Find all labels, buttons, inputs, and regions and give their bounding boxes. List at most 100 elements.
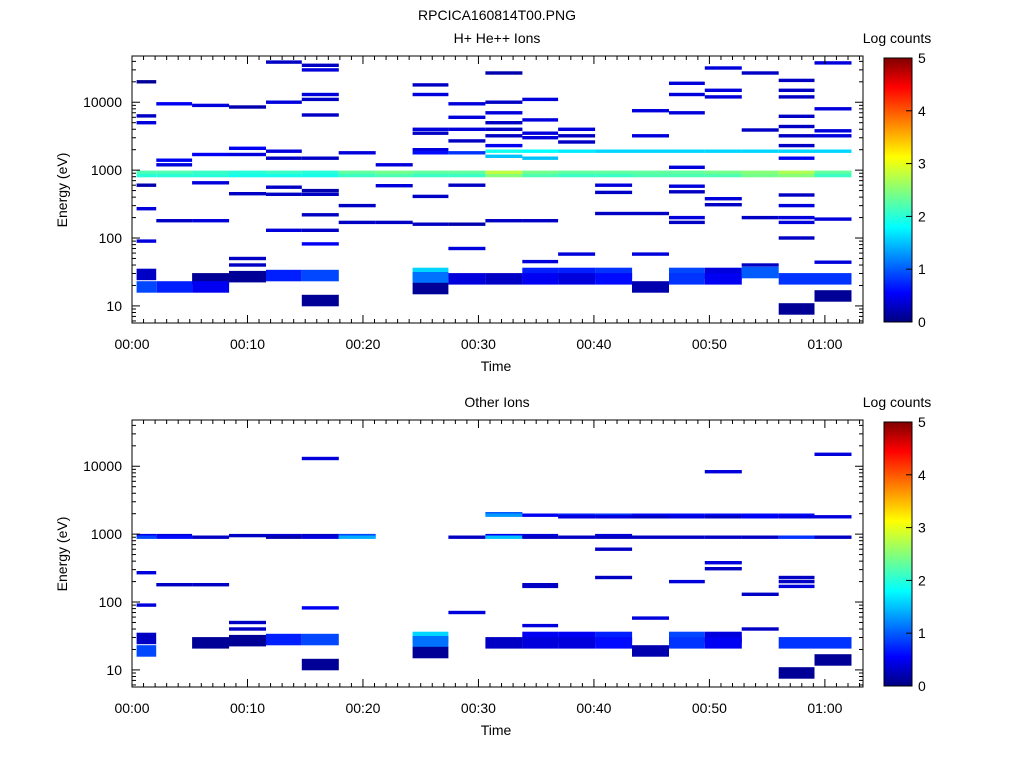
- heatmap-cell: [136, 170, 157, 174]
- heatmap-cell: [558, 637, 596, 649]
- heatmap-cell: [229, 192, 266, 196]
- heatmap-cell: [814, 654, 852, 666]
- heatmap-cell: [412, 173, 449, 178]
- heatmap-cell: [814, 260, 852, 264]
- heatmap-cell: [338, 220, 376, 225]
- heatmap-cell: [301, 535, 339, 539]
- heatmap-cell: [448, 246, 486, 251]
- heatmap-cell: [412, 92, 449, 97]
- heatmap-cell: [229, 533, 266, 538]
- heatmap-cells: [136, 452, 852, 679]
- heatmap-cell: [338, 170, 376, 174]
- x-axis-label: Time: [481, 358, 512, 374]
- heatmap-cell: [229, 627, 266, 631]
- heatmap-cell: [448, 222, 486, 226]
- panel-title: Other Ions: [464, 394, 529, 410]
- panel-title: H+ He++ Ions: [454, 30, 541, 46]
- heatmap-cell: [192, 181, 230, 185]
- x-tick-label: 00:50: [692, 336, 727, 352]
- heatmap-cell: [704, 170, 742, 174]
- x-tick-label: 00:20: [345, 336, 380, 352]
- heatmap-cell: [778, 170, 815, 174]
- heatmap-cell: [632, 211, 669, 216]
- heatmap-cell: [412, 636, 449, 648]
- heatmap-cell: [375, 163, 413, 167]
- heatmap-cell: [778, 273, 815, 285]
- heatmap-cell: [156, 163, 193, 167]
- heatmap-cell: [814, 217, 852, 221]
- heatmap-cell: [338, 203, 376, 208]
- x-tick-label: 00:30: [461, 700, 496, 716]
- colorbar-ticks: 0 1 2 3 4 5: [906, 50, 926, 330]
- heatmap-cell: [741, 215, 779, 220]
- heatmap-cell: [301, 658, 339, 671]
- heatmap-cell: [704, 535, 742, 539]
- heatmap-cell: [229, 620, 266, 625]
- heatmap-cell: [301, 242, 339, 246]
- heatmap-cell: [669, 579, 705, 584]
- heatmap-cell: [778, 124, 815, 129]
- heatmap-cell: [192, 583, 230, 587]
- y-axis-label: Energy (eV): [54, 517, 70, 592]
- heatmap-cell: [741, 266, 779, 279]
- heatmap-cell: [778, 149, 815, 153]
- colorbar-tick-label: 0: [918, 678, 926, 694]
- heatmap-cell: [485, 513, 523, 517]
- heatmap-cell: [412, 170, 449, 174]
- heatmap-cell: [558, 515, 596, 519]
- heatmap-cell: [136, 121, 157, 125]
- heatmap-cell: [375, 173, 413, 178]
- heatmap-cell: [192, 535, 230, 539]
- x-tick-label: 01:00: [807, 700, 842, 716]
- heatmap-cell: [558, 140, 596, 144]
- heatmap-cell: [229, 270, 266, 283]
- y-tick-label: 10: [106, 662, 122, 678]
- heatmap-cell: [136, 114, 157, 118]
- heatmap-cell: [375, 170, 413, 174]
- heatmap-cell: [778, 579, 815, 584]
- heatmap-cell: [814, 452, 852, 456]
- heatmap-cell: [338, 151, 376, 155]
- heatmap-cell: [448, 273, 486, 285]
- heatmap-cell: [632, 645, 669, 657]
- heatmap-cell: [266, 192, 302, 196]
- heatmap-cell: [136, 632, 157, 645]
- heatmap-cell: [595, 637, 633, 649]
- heatmap-cell: [485, 273, 523, 285]
- heatmap-cell: [595, 170, 633, 174]
- heatmap-cell: [814, 290, 852, 302]
- colorbar-tick-label: 2: [918, 572, 926, 588]
- colorbar: [883, 421, 913, 687]
- heatmap-cell: [669, 535, 705, 539]
- heatmap-cell: [741, 128, 779, 132]
- heatmap-cell: [632, 515, 669, 519]
- heatmap-cell: [814, 173, 852, 178]
- heatmap-cell: [778, 203, 815, 208]
- heatmap-cell: [522, 149, 559, 153]
- heatmap-cell: [412, 83, 449, 87]
- heatmap-cell: [704, 567, 742, 571]
- heatmap-cell: [522, 584, 559, 589]
- panel-h-he-ions: H+ He++ Ions 00:00 00:10 00:20 00:30 00:40 00…: [54, 30, 931, 374]
- heatmap-cell: [632, 149, 669, 153]
- heatmap-cell: [704, 515, 742, 519]
- x-tick-label: 00:30: [461, 336, 496, 352]
- heatmap-cell: [485, 637, 523, 649]
- heatmap-cell: [266, 269, 302, 282]
- heatmap-cell: [741, 535, 779, 539]
- heatmap-cell: [448, 183, 486, 187]
- colorbar-tick-label: 5: [918, 414, 926, 430]
- heatmap-cell: [136, 239, 157, 243]
- heatmap-cell: [778, 584, 815, 589]
- heatmap-cell: [778, 95, 815, 99]
- colorbar-label: Log counts: [863, 394, 932, 410]
- heatmap-cell: [778, 173, 815, 178]
- heatmap-cell: [595, 515, 633, 519]
- heatmap-cell: [814, 637, 852, 649]
- heatmap-cell: [669, 273, 705, 285]
- heatmap-cell: [229, 105, 266, 109]
- heatmap-cell: [814, 61, 852, 65]
- heatmap-cell: [136, 645, 157, 657]
- colorbar-tick-label: 2: [918, 208, 926, 224]
- heatmap-cell: [669, 220, 705, 225]
